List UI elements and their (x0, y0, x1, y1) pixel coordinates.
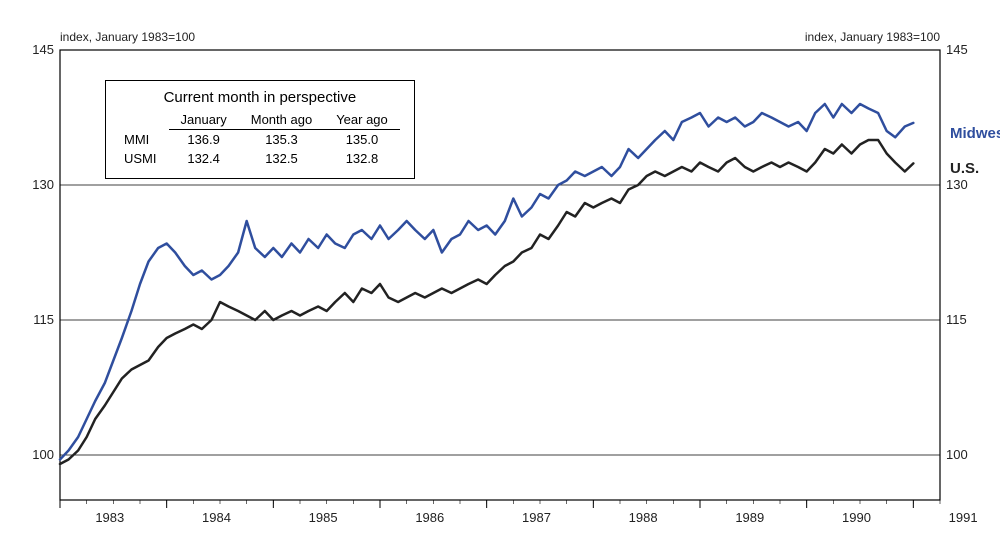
legend-header-row: JanuaryMonth agoYear ago (120, 110, 400, 130)
y-tick-label-right: 145 (946, 42, 968, 57)
y-tick-label: 100 (32, 447, 54, 462)
legend-row: MMI136.9135.3135.0 (120, 130, 400, 150)
legend-col-header (120, 110, 169, 130)
legend-cell: 136.9 (169, 130, 239, 150)
x-tick-label: 1986 (415, 510, 444, 525)
legend-col-header: Year ago (324, 110, 400, 130)
legend-title: Current month in perspective (120, 89, 400, 106)
y-tick-label-right: 115 (946, 312, 967, 327)
x-tick-label: 1990 (842, 510, 871, 525)
x-tick-label: 1985 (309, 510, 338, 525)
y-tick-label: 145 (32, 42, 54, 57)
legend-row-label: USMI (120, 149, 169, 168)
legend-cell: 132.8 (324, 149, 400, 168)
y-tick-label-right: 100 (946, 447, 968, 462)
legend-col-header: January (169, 110, 239, 130)
y-tick-label-right: 130 (946, 177, 968, 192)
x-tick-label: 1988 (629, 510, 658, 525)
legend-cell: 132.4 (169, 149, 239, 168)
y-tick-label: 115 (33, 312, 54, 327)
legend-cell: 135.0 (324, 130, 400, 150)
x-tick-label: 1991 (949, 510, 978, 525)
legend-table: JanuaryMonth agoYear ago MMI136.9135.313… (120, 110, 400, 168)
y-axis-caption-left: index, January 1983=100 (60, 30, 195, 44)
legend-box: Current month in perspective JanuaryMont… (105, 80, 415, 179)
legend-row-label: MMI (120, 130, 169, 150)
x-tick-label: 1983 (95, 510, 124, 525)
legend-cell: 132.5 (239, 149, 324, 168)
x-tick-label: 1987 (522, 510, 551, 525)
series-label-midwest: Midwest (950, 125, 1000, 142)
manufacturing-index-chart: index, January 1983=100 index, January 1… (0, 0, 1000, 550)
y-tick-label: 130 (32, 177, 54, 192)
legend-row: USMI132.4132.5132.8 (120, 149, 400, 168)
x-tick-label: 1984 (202, 510, 231, 525)
y-axis-caption-right: index, January 1983=100 (805, 30, 940, 44)
legend-col-header: Month ago (239, 110, 324, 130)
series-label-us: U.S. (950, 160, 979, 177)
legend-cell: 135.3 (239, 130, 324, 150)
x-tick-label: 1989 (735, 510, 764, 525)
